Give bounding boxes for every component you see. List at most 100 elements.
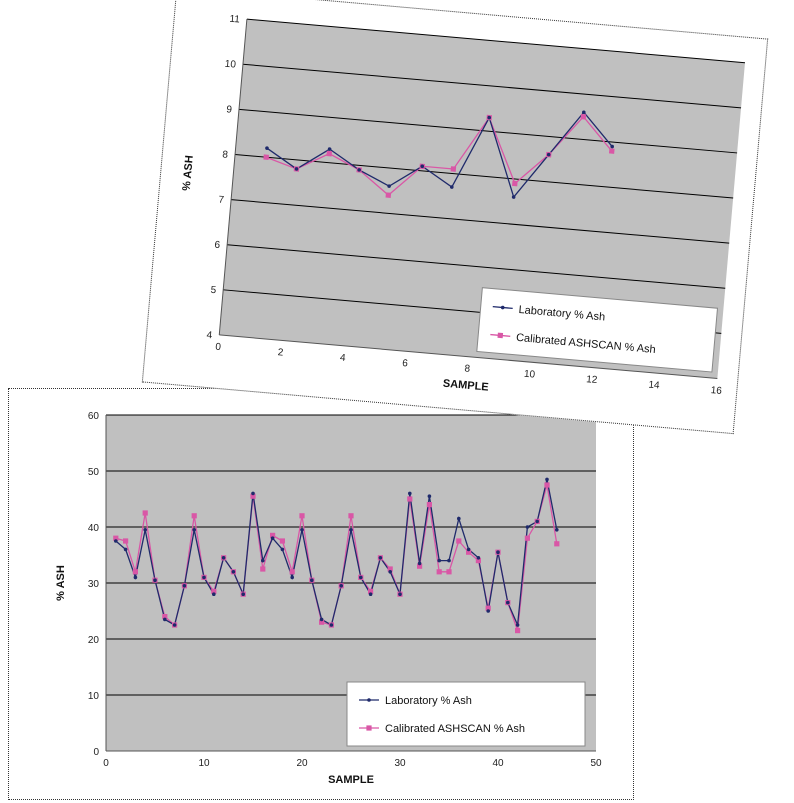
bottom-series-1-point [436, 569, 442, 575]
chart-bottom-card: 0 10 20 30 40 50 60 0 10 20 30 40 50 SAMPLE % ASH Labor… [8, 388, 634, 800]
bottom-series-0-point [339, 584, 344, 588]
bottom-y-tick-label: 40 [88, 523, 100, 534]
bottom-legend-label: Laboratory % Ash [385, 695, 472, 707]
bottom-series-0-point [241, 592, 245, 596]
bottom-series-0-point [545, 477, 549, 482]
bottom-series-1-point [123, 538, 129, 544]
bottom-series-0-point [182, 584, 187, 588]
bottom-series-0-point [457, 516, 461, 521]
bottom-series-1-point [319, 619, 325, 625]
top-y-tick-label: 11 [229, 14, 241, 26]
top-y-tick-label: 4 [206, 330, 213, 341]
bottom-series-1-point [456, 538, 462, 544]
top-y-tick-label: 5 [210, 285, 217, 296]
bottom-series-0-point [555, 528, 559, 532]
bottom-series-1-point [191, 513, 197, 519]
bottom-series-0-point [114, 539, 118, 543]
bottom-x-tick-label: 40 [492, 758, 504, 769]
bottom-series-1-point [554, 541, 560, 547]
top-gridline [227, 244, 726, 289]
bottom-series-0-point [466, 547, 471, 552]
bottom-series-1-point [524, 535, 530, 541]
top-x-tick-label: 2 [277, 347, 284, 358]
bottom-series-1-point [368, 588, 374, 594]
bottom-y-tick-label: 60 [88, 411, 100, 422]
bottom-series-0-point [202, 575, 206, 580]
top-x-tick-label: 0 [215, 342, 222, 353]
bottom-legend-label: Calibrated ASHSCAN % Ash [385, 723, 525, 735]
bottom-series-0-point [261, 558, 265, 563]
bottom-series-1-point [475, 558, 481, 564]
top-series-0-point [546, 152, 551, 157]
top-series-1-point [512, 180, 518, 187]
top-series-0-point [582, 110, 586, 115]
top-legend-swatch-marker [500, 305, 505, 310]
top-y-tick-label: 9 [226, 104, 233, 115]
top-legend-swatch-marker [497, 332, 504, 339]
bottom-series-0-point [535, 519, 539, 524]
top-y-axis [218, 19, 248, 335]
bottom-series-1-point [348, 513, 354, 519]
bottom-series-0-point [251, 491, 255, 496]
top-series-0-point [449, 185, 454, 189]
bottom-series-1-point [132, 569, 138, 575]
top-gridline [242, 63, 742, 109]
bottom-series-0-point [221, 556, 226, 560]
top-y-tick-label: 6 [214, 240, 221, 251]
bottom-series-0-point [192, 528, 196, 532]
top-x-tick-label: 6 [402, 358, 409, 369]
bottom-series-0-point [329, 623, 334, 627]
bottom-series-0-point [153, 578, 157, 582]
top-x-axis [219, 334, 718, 380]
bottom-legend-swatch-marker [367, 698, 371, 702]
top-x-tick-label: 14 [648, 380, 660, 392]
bottom-series-0-point [476, 556, 481, 560]
bottom-series-0-point [163, 617, 167, 622]
top-gridline [238, 108, 738, 154]
bottom-y-tick-label: 0 [93, 747, 99, 758]
top-series-1-point [326, 150, 333, 157]
bottom-series-1-point [466, 549, 472, 555]
top-legend [476, 287, 719, 373]
top-plot-area [219, 19, 745, 379]
bottom-series-1-point [515, 628, 521, 634]
top-series-0-point [294, 167, 299, 171]
bottom-x-tick-label: 30 [394, 758, 406, 769]
bottom-series-0-point [486, 609, 491, 613]
bottom-series-1-point [113, 535, 119, 541]
top-y-tick-label: 10 [224, 59, 236, 71]
bottom-series-0-point [427, 494, 432, 498]
top-x-tick-label: 10 [523, 369, 535, 381]
top-series-1-point [608, 148, 615, 154]
top-x-tick-label: 8 [464, 363, 471, 374]
bottom-series-0-point [447, 558, 451, 563]
bottom-series-1-point [544, 482, 550, 488]
bottom-series-0-point [398, 592, 402, 596]
bottom-y-tick-label: 10 [88, 691, 100, 702]
bottom-y-tick-label: 20 [88, 635, 100, 646]
bottom-series-0-point [231, 570, 236, 574]
bottom-series-0-point [212, 592, 216, 596]
bottom-y-axis-label: % ASH [55, 565, 67, 601]
bottom-series-0-point [123, 547, 128, 552]
bottom-series-0-point [172, 623, 177, 627]
bottom-series-0-point [280, 547, 285, 552]
bottom-series-1-point [162, 614, 168, 620]
top-x-axis-label: SAMPLE [442, 378, 489, 394]
bottom-series-1-point [289, 569, 295, 575]
top-series-0-point [327, 147, 332, 151]
bottom-series-0-point [300, 528, 304, 532]
chart-bottom: 0 10 20 30 40 50 60 0 10 20 30 40 50 SAMPLE % ASH Labor… [55, 411, 602, 786]
bottom-series-0-line [115, 479, 558, 628]
top-gridline [231, 199, 730, 244]
bottom-series-0-point [133, 575, 138, 580]
top-y-axis-label: % ASH [181, 155, 196, 192]
bottom-series-0-point [143, 528, 147, 532]
top-series-0-point [357, 168, 361, 172]
top-y-tick-label: 7 [218, 195, 225, 206]
top-x-tick-label: 12 [586, 374, 598, 386]
bottom-series-1-point [407, 496, 413, 502]
bottom-x-tick-label: 0 [103, 758, 109, 769]
bottom-y-tick-label: 30 [88, 579, 100, 590]
